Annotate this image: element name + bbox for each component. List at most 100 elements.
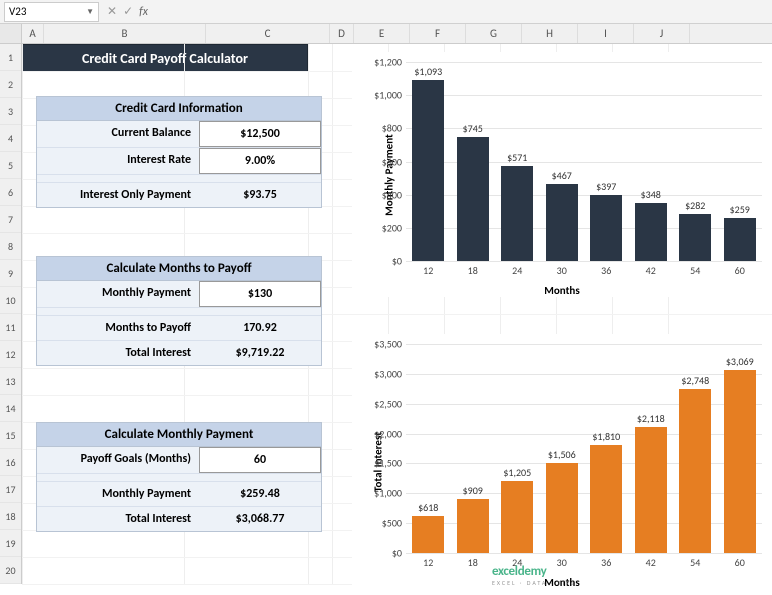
- row-header-19[interactable]: 19: [0, 530, 21, 557]
- x-tick: 60: [735, 261, 745, 277]
- label-total-interest: Total Interest: [37, 341, 199, 365]
- bar-label: $282: [685, 199, 705, 212]
- bar-label: $2,748: [681, 374, 709, 387]
- fx-label[interactable]: fx: [139, 5, 148, 19]
- input-interest-rate[interactable]: 9.00%: [199, 148, 321, 174]
- name-box-dropdown-icon[interactable]: ▼: [86, 7, 94, 17]
- row-header-15[interactable]: 15: [0, 422, 21, 449]
- x-tick: 42: [646, 261, 656, 277]
- bar-label: $1,205: [503, 466, 531, 479]
- chart-bar: $571: [501, 166, 533, 261]
- y-tick: $600: [382, 155, 406, 168]
- x-tick: 54: [690, 553, 700, 569]
- chart-bar: $467: [546, 184, 578, 261]
- chart-xlabel: Months: [544, 284, 579, 297]
- row-header-20[interactable]: 20: [0, 557, 21, 584]
- chart-bar: $618: [412, 516, 444, 553]
- section-credit-card-info: Credit Card Information Current Balance …: [36, 96, 322, 208]
- input-payoff-goals[interactable]: 60: [199, 447, 321, 473]
- row-header-18[interactable]: 18: [0, 503, 21, 530]
- name-box[interactable]: V23 ▼: [4, 2, 99, 22]
- chart-ylabel: Monthly Payment: [382, 134, 395, 216]
- row-header-1[interactable]: 1: [0, 44, 21, 71]
- chart-bar: $397: [590, 195, 622, 261]
- label-payoff-goals: Payoff Goals (Months): [37, 447, 199, 473]
- chart-bar: $745: [457, 137, 489, 261]
- chart-bar: $259: [724, 218, 756, 261]
- row-header-13[interactable]: 13: [0, 368, 21, 395]
- sheet-content[interactable]: Credit Card Payoff Calculator Credit Car…: [22, 44, 772, 584]
- row-header-3[interactable]: 3: [0, 98, 21, 125]
- chart-bar: $282: [679, 214, 711, 261]
- value-monthly-payment-out: $259.48: [199, 482, 321, 506]
- row-header-11[interactable]: 11: [0, 314, 21, 341]
- column-header-J[interactable]: J: [634, 24, 690, 43]
- watermark: exceldemy EXCEL · DATA · TIPS: [492, 564, 576, 587]
- column-header-H[interactable]: H: [522, 24, 578, 43]
- chart-monthly-payment[interactable]: Monthly Payment Months $0$200$400$600$80…: [352, 52, 772, 297]
- y-tick: $800: [382, 122, 406, 135]
- chart-bar: $1,093: [412, 80, 444, 261]
- row-headers: 1234567891011121314151617181920: [0, 44, 22, 584]
- row-header-12[interactable]: 12: [0, 341, 21, 368]
- y-tick: $500: [382, 517, 406, 530]
- row-header-9[interactable]: 9: [0, 260, 21, 287]
- value-total-interest-out: $3,068.77: [199, 507, 321, 531]
- select-all-corner[interactable]: [0, 24, 22, 43]
- bar-label: $467: [552, 169, 572, 182]
- x-tick: 30: [557, 261, 567, 277]
- chart-plot-area: $0$200$400$600$800$1,000$1,200$1,09312$7…: [406, 62, 762, 261]
- y-tick: $0: [392, 255, 406, 268]
- input-current-balance[interactable]: $12,500: [199, 121, 321, 147]
- column-header-E[interactable]: E: [354, 24, 410, 43]
- column-header-D[interactable]: D: [330, 24, 354, 43]
- x-tick: 12: [423, 553, 433, 569]
- row-header-4[interactable]: 4: [0, 125, 21, 152]
- label-monthly-payment-out: Monthly Payment: [37, 482, 199, 506]
- bar-label: $745: [463, 122, 483, 135]
- bar-label: $3,069: [726, 355, 754, 368]
- row-header-16[interactable]: 16: [0, 449, 21, 476]
- x-tick: 36: [601, 261, 611, 277]
- x-tick: 24: [512, 261, 522, 277]
- row-header-7[interactable]: 7: [0, 206, 21, 233]
- column-header-A[interactable]: A: [22, 24, 44, 43]
- chart-bar: $348: [635, 203, 667, 261]
- chart-bar: $1,205: [501, 481, 533, 553]
- column-header-G[interactable]: G: [466, 24, 522, 43]
- column-header-C[interactable]: C: [206, 24, 330, 43]
- row-header-17[interactable]: 17: [0, 476, 21, 503]
- y-tick: $400: [382, 188, 406, 201]
- y-tick: $1,000: [374, 89, 406, 102]
- y-tick: $2,000: [374, 427, 406, 440]
- label-total-interest-out: Total Interest: [37, 507, 199, 531]
- row-header-2[interactable]: 2: [0, 71, 21, 98]
- section-monthly-payment: Calculate Monthly Payment Payoff Goals (…: [36, 422, 322, 532]
- row-header-8[interactable]: 8: [0, 233, 21, 260]
- formula-bar-row: V23 ▼ ✕ ✓ fx: [0, 0, 772, 24]
- chart-total-interest[interactable]: Total Interest Months $0$500$1,000$1,500…: [352, 334, 772, 589]
- x-tick: 60: [735, 553, 745, 569]
- section-months-to-payoff: Calculate Months to Payoff Monthly Payme…: [36, 256, 322, 366]
- row-header-6[interactable]: 6: [0, 179, 21, 206]
- column-header-F[interactable]: F: [410, 24, 466, 43]
- label-monthly-payment: Monthly Payment: [37, 281, 199, 307]
- bar-label: $348: [641, 188, 661, 201]
- formula-area: ✕ ✓ fx: [107, 4, 148, 19]
- section-header: Credit Card Information: [37, 97, 321, 121]
- bar-label: $1,506: [548, 448, 576, 461]
- bar-label: $2,118: [637, 412, 665, 425]
- row-header-10[interactable]: 10: [0, 287, 21, 314]
- row-header-5[interactable]: 5: [0, 152, 21, 179]
- bar-label: $397: [596, 180, 616, 193]
- section-header: Calculate Monthly Payment: [37, 423, 321, 447]
- column-header-I[interactable]: I: [578, 24, 634, 43]
- x-tick: 36: [601, 553, 611, 569]
- row-header-14[interactable]: 14: [0, 395, 21, 422]
- bar-label: $909: [463, 484, 483, 497]
- bar-label: $571: [507, 151, 527, 164]
- chart-bar: $1,506: [546, 463, 578, 553]
- y-tick: $3,000: [374, 367, 406, 380]
- input-monthly-payment[interactable]: $130: [199, 281, 321, 307]
- column-header-B[interactable]: B: [44, 24, 206, 43]
